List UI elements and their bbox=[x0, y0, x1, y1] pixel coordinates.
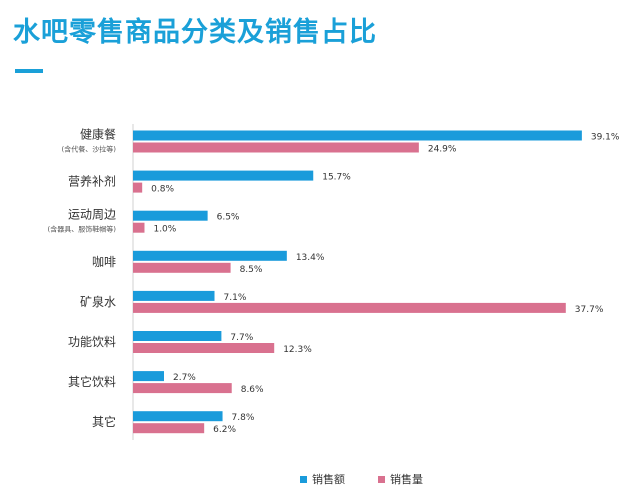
category-label: 矿泉水 bbox=[80, 295, 116, 309]
data-label: 15.7% bbox=[322, 173, 351, 183]
bar-sales-amount bbox=[133, 250, 287, 261]
bar-sales-volume bbox=[133, 343, 275, 353]
category-label: 营养补剂 bbox=[68, 174, 116, 189]
data-label: 8.5% bbox=[240, 265, 263, 275]
bar-sales-amount bbox=[133, 130, 582, 141]
data-label: 6.5% bbox=[217, 213, 240, 223]
chart-title: 水吧零售商品分类及销售占比 bbox=[13, 17, 377, 48]
bar-sales-volume bbox=[133, 383, 232, 394]
legend-swatch-sales-amount bbox=[300, 476, 307, 483]
data-label: 0.8% bbox=[151, 185, 174, 195]
bar-sales-amount bbox=[133, 290, 215, 301]
category-label: 其它 bbox=[92, 414, 116, 429]
data-label: 7.8% bbox=[232, 413, 255, 423]
category-label: 其它饮料 bbox=[68, 374, 116, 389]
bar-sales-amount bbox=[133, 411, 223, 422]
bar-sales-volume bbox=[133, 423, 205, 434]
category-label: 咖啡 bbox=[92, 254, 116, 269]
category-label: 功能饮料 bbox=[68, 335, 116, 349]
bar-sales-amount bbox=[133, 170, 314, 181]
data-label: 1.0% bbox=[153, 225, 176, 235]
data-label: 7.1% bbox=[224, 293, 247, 303]
data-label: 24.9% bbox=[428, 145, 457, 155]
bar-sales-volume bbox=[133, 302, 566, 313]
data-label: 12.3% bbox=[283, 345, 312, 355]
bar-sales-amount bbox=[133, 210, 208, 221]
data-label: 8.6% bbox=[241, 385, 264, 395]
category-label: 运动周边 bbox=[68, 208, 116, 222]
category-sublabel: (含器具、服饰鞋帽等) bbox=[48, 225, 117, 234]
legend-label: 销售量 bbox=[390, 472, 423, 486]
data-label: 2.7% bbox=[173, 373, 196, 383]
bar-sales-volume bbox=[133, 182, 143, 193]
bar-sales-volume bbox=[133, 142, 419, 153]
data-label: 7.7% bbox=[230, 333, 253, 343]
title-underline bbox=[15, 69, 43, 73]
bar-sales-amount bbox=[133, 331, 222, 341]
data-label: 37.7% bbox=[575, 305, 604, 315]
data-label: 13.4% bbox=[296, 253, 325, 263]
bar-sales-volume bbox=[133, 262, 231, 273]
data-label: 6.2% bbox=[213, 425, 236, 435]
category-sublabel: (含代餐、沙拉等) bbox=[62, 145, 117, 154]
bar-sales-amount bbox=[133, 371, 164, 382]
legend-label: 销售额 bbox=[312, 472, 345, 486]
legend-swatch-sales-volume bbox=[378, 476, 385, 483]
data-label: 39.1% bbox=[591, 133, 620, 143]
category-label: 健康餐 bbox=[80, 127, 116, 142]
bar-sales-volume bbox=[133, 222, 145, 233]
